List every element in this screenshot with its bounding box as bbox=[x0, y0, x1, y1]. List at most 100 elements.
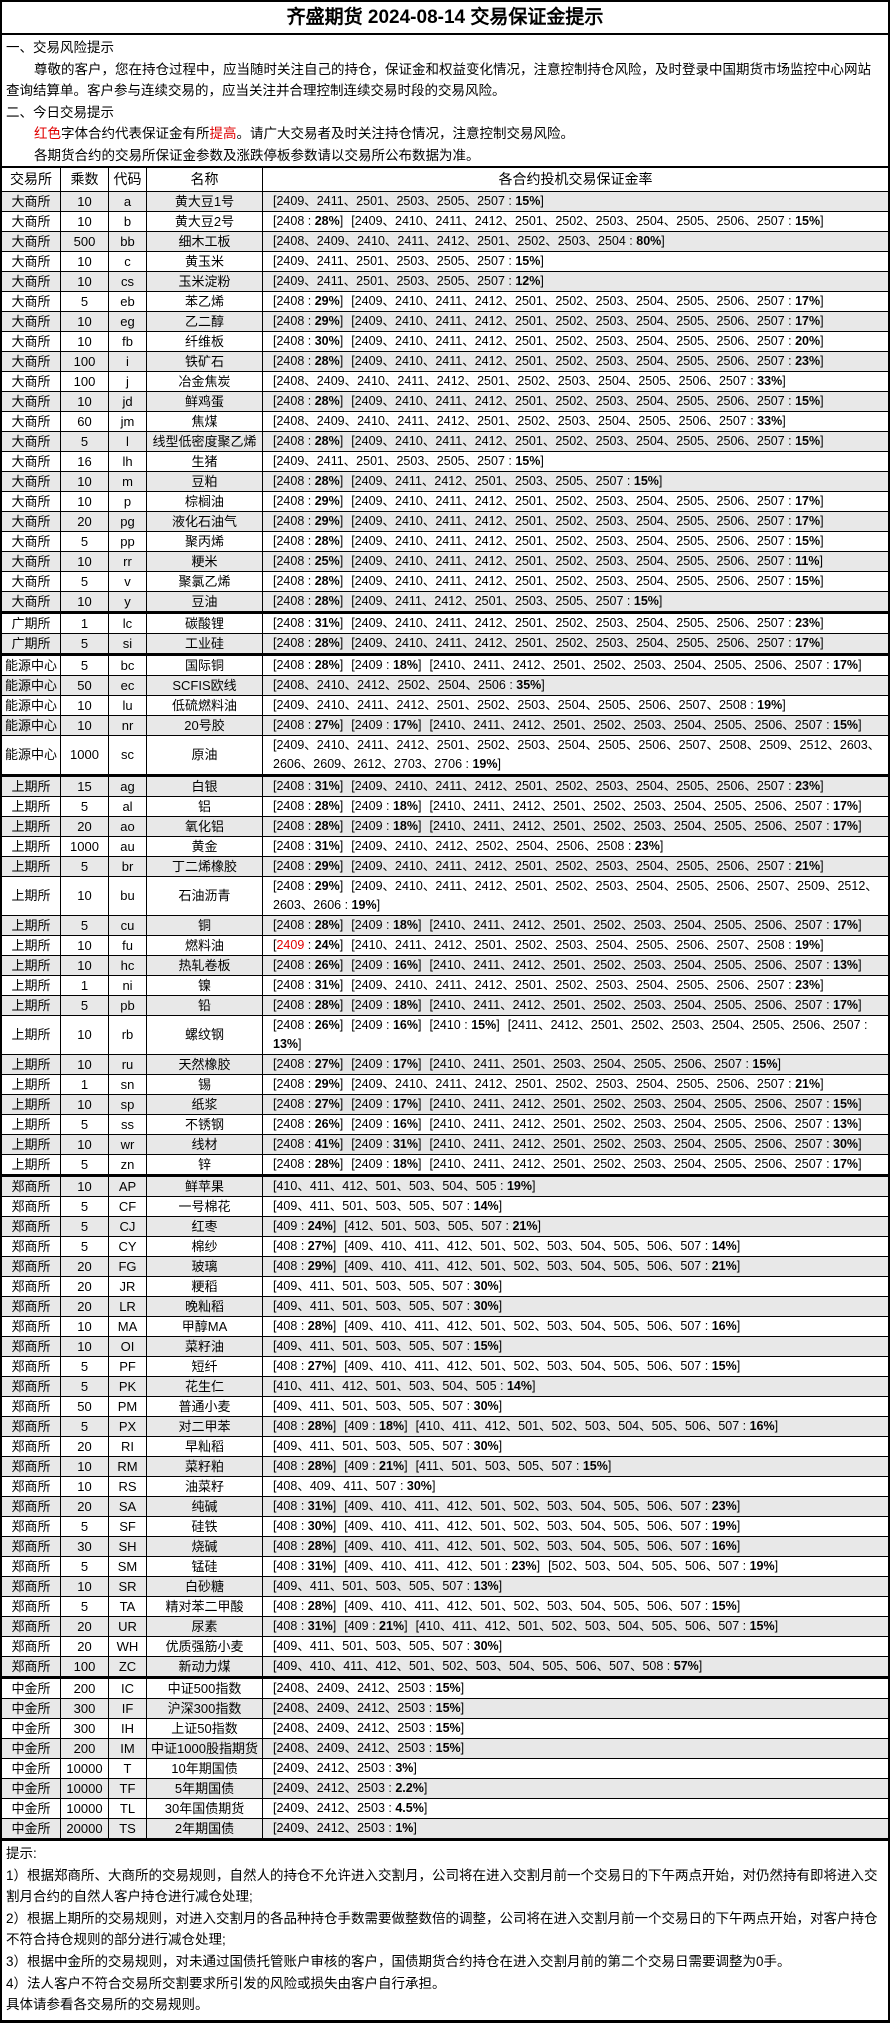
contract-months: 408 bbox=[276, 1539, 298, 1553]
multiplier-cell: 5 bbox=[61, 1517, 109, 1536]
multiplier-cell: 10 bbox=[61, 1317, 109, 1336]
margin-rate: 19% bbox=[757, 698, 783, 712]
code-cell: m bbox=[109, 472, 147, 491]
margin-rate: 15% bbox=[833, 1097, 859, 1111]
multiplier-cell: 5 bbox=[61, 857, 109, 876]
contract-group: [2408 : 28%] bbox=[273, 534, 344, 548]
margin-rate: 19% bbox=[711, 1519, 737, 1533]
table-row: 大商所 5 pp 聚丙烯 [2408 : 28%] [2409、2410、2411、241… bbox=[2, 531, 888, 551]
margin-rate: 28% bbox=[314, 474, 340, 488]
contract-group: [408 : 30%] bbox=[273, 1519, 337, 1533]
name-cell: 玻璃 bbox=[147, 1257, 263, 1276]
exchange-cell: 中金所 bbox=[2, 1759, 61, 1778]
contract-months: 2409 bbox=[354, 998, 383, 1012]
margin-rate-cell: [2408 : 28%] [2409 : 18%] [2410、2411、2412、… bbox=[263, 817, 888, 836]
multiplier-cell: 20 bbox=[61, 817, 109, 836]
name-cell: 镍 bbox=[147, 976, 263, 995]
exchange-cell: 大商所 bbox=[2, 212, 61, 231]
margin-rate: 27% bbox=[307, 1359, 333, 1373]
margin-rate-cell: [410、411、412、501、503、504、505 : 14%] bbox=[263, 1377, 888, 1396]
margin-rate: 31% bbox=[307, 1559, 333, 1573]
table-row: 郑商所 20 LR 晚籼稻 [409、411、501、503、505、507 : 30%… bbox=[2, 1296, 888, 1316]
margin-rate: 28% bbox=[314, 658, 340, 672]
contract-months: 409、411、501、503、505、507 bbox=[276, 1639, 464, 1653]
name-cell: 纸浆 bbox=[147, 1095, 263, 1114]
contract-months: 2408 bbox=[276, 214, 305, 228]
exchange-data-note: 各期货合约的交易所保证金参数及涨跌停板参数请以交易所公布数据为准。 bbox=[34, 147, 480, 163]
contract-months: 2408、2409、2412、2503 bbox=[276, 1721, 426, 1735]
exchange-cell: 上期所 bbox=[2, 1135, 61, 1154]
margin-rate: 29% bbox=[314, 514, 340, 528]
exchange-cell: 中金所 bbox=[2, 1679, 61, 1698]
table-row: 能源中心 5 bc 国际铜 [2408 : 28%] [2409 : 18%] [2410、… bbox=[2, 653, 888, 675]
name-cell: 普通小麦 bbox=[147, 1397, 263, 1416]
contract-months: 409、411、501、503、505、507 bbox=[276, 1579, 464, 1593]
exchange-cell: 能源中心 bbox=[2, 656, 61, 675]
margin-rate: 17% bbox=[833, 1157, 859, 1171]
contract-group: [2409 : 18%] bbox=[351, 799, 422, 813]
exchange-cell: 中金所 bbox=[2, 1779, 61, 1798]
contract-group: [2409、2410、2411、2412、2501、2502、2503、2504… bbox=[351, 574, 824, 588]
name-cell: 线型低密度聚乙烯 bbox=[147, 432, 263, 451]
margin-rate: 19% bbox=[472, 757, 498, 771]
margin-rate-cell: [408、409、411、507 : 30%] bbox=[263, 1477, 888, 1496]
margin-rate: 21% bbox=[711, 1259, 737, 1273]
table-row: 郑商所 20 JR 粳稻 [409、411、501、503、505、507 : 30%] bbox=[2, 1276, 888, 1296]
margin-rate: 15% bbox=[471, 1018, 497, 1032]
multiplier-cell: 20 bbox=[61, 1617, 109, 1636]
contract-months: 408 bbox=[276, 1619, 298, 1633]
contract-group: [409、410、411、412、501、502、503、504、505、506… bbox=[344, 1319, 741, 1333]
contract-group: [2409、2410、2411、2412、2501、2502、2503、2504… bbox=[351, 636, 824, 650]
contract-months: 409、410、411、412、501、502、503、504、505、506、… bbox=[276, 1659, 664, 1673]
code-cell: wr bbox=[109, 1135, 147, 1154]
margin-rate: 17% bbox=[795, 494, 821, 508]
exchange-cell: 郑商所 bbox=[2, 1217, 61, 1236]
multiplier-cell: 20 bbox=[61, 1257, 109, 1276]
header-code: 代码 bbox=[109, 168, 147, 191]
contract-group: [2408 : 29%] bbox=[273, 514, 344, 528]
name-cell: 豆油 bbox=[147, 592, 263, 611]
contract-months: 2409、2410、2411、2412、2501、2502、2503、2504、… bbox=[354, 294, 785, 308]
contract-group: [2408 : 29%] bbox=[273, 294, 344, 308]
exchange-cell: 中金所 bbox=[2, 1819, 61, 1838]
contract-months: 2408、2409、2412、2503 bbox=[276, 1681, 426, 1695]
multiplier-cell: 300 bbox=[61, 1719, 109, 1738]
multiplier-cell: 5 bbox=[61, 292, 109, 311]
code-cell: al bbox=[109, 797, 147, 816]
multiplier-cell: 20 bbox=[61, 1437, 109, 1456]
multiplier-cell: 10 bbox=[61, 552, 109, 571]
table-row: 郑商所 5 SF 硅铁 [408 : 30%] [409、410、411、412、501、… bbox=[2, 1516, 888, 1536]
contract-group: [2409、2410、2411、2412、2501、2502、2503、2504… bbox=[273, 879, 878, 912]
code-cell: sc bbox=[109, 736, 147, 774]
contract-months: 2408、2409、2410、2411、2412、2501、2502、2503、… bbox=[276, 414, 747, 428]
margin-rate-cell: [2408 : 26%] [2409 : 16%] [2410、2411、2412、… bbox=[263, 1115, 888, 1134]
contract-months: 2410、2411、2412、2501、2502、2503、2504、2505、… bbox=[432, 918, 823, 932]
name-cell: 红枣 bbox=[147, 1217, 263, 1236]
code-cell: au bbox=[109, 837, 147, 856]
contract-months: 2410、2411、2412、2501、2502、2503、2504、2505、… bbox=[432, 658, 823, 672]
name-cell: 黄大豆2号 bbox=[147, 212, 263, 231]
exchange-cell: 上期所 bbox=[2, 976, 61, 995]
exchange-cell: 上期所 bbox=[2, 777, 61, 796]
margin-rate: 33% bbox=[757, 414, 783, 428]
multiplier-cell: 20 bbox=[61, 1297, 109, 1316]
header-multiplier: 乘数 bbox=[61, 168, 109, 191]
multiplier-cell: 15 bbox=[61, 777, 109, 796]
contract-months: 2409 bbox=[354, 1018, 383, 1032]
contract-group: [2408 : 29%] bbox=[273, 879, 344, 893]
contract-months: 408 bbox=[276, 1419, 298, 1433]
code-cell: br bbox=[109, 857, 147, 876]
code-cell: bc bbox=[109, 656, 147, 675]
exchange-cell: 大商所 bbox=[2, 272, 61, 291]
contract-group: [2409、2410、2412、2502、2504、2506、2508 : 23… bbox=[351, 839, 664, 853]
name-cell: 碳酸锂 bbox=[147, 614, 263, 633]
code-cell: ni bbox=[109, 976, 147, 995]
margin-rate-cell: [2409、2410、2411、2412、2501、2502、2503、2504… bbox=[263, 696, 888, 715]
table-row: 大商所 10 jd 鲜鸡蛋 [2408 : 28%] [2409、2410、2411、24… bbox=[2, 391, 888, 411]
table-row: 大商所 60 jm 焦煤 [2408、2409、2410、2411、2412、2501、… bbox=[2, 411, 888, 431]
contract-group: [2410、2411、2412、2501、2502、2503、2504、2505… bbox=[429, 1117, 862, 1131]
contract-group: [408 : 31%] bbox=[273, 1559, 337, 1573]
name-cell: 菜籽油 bbox=[147, 1337, 263, 1356]
contract-group: [408 : 29%] bbox=[273, 1259, 337, 1273]
